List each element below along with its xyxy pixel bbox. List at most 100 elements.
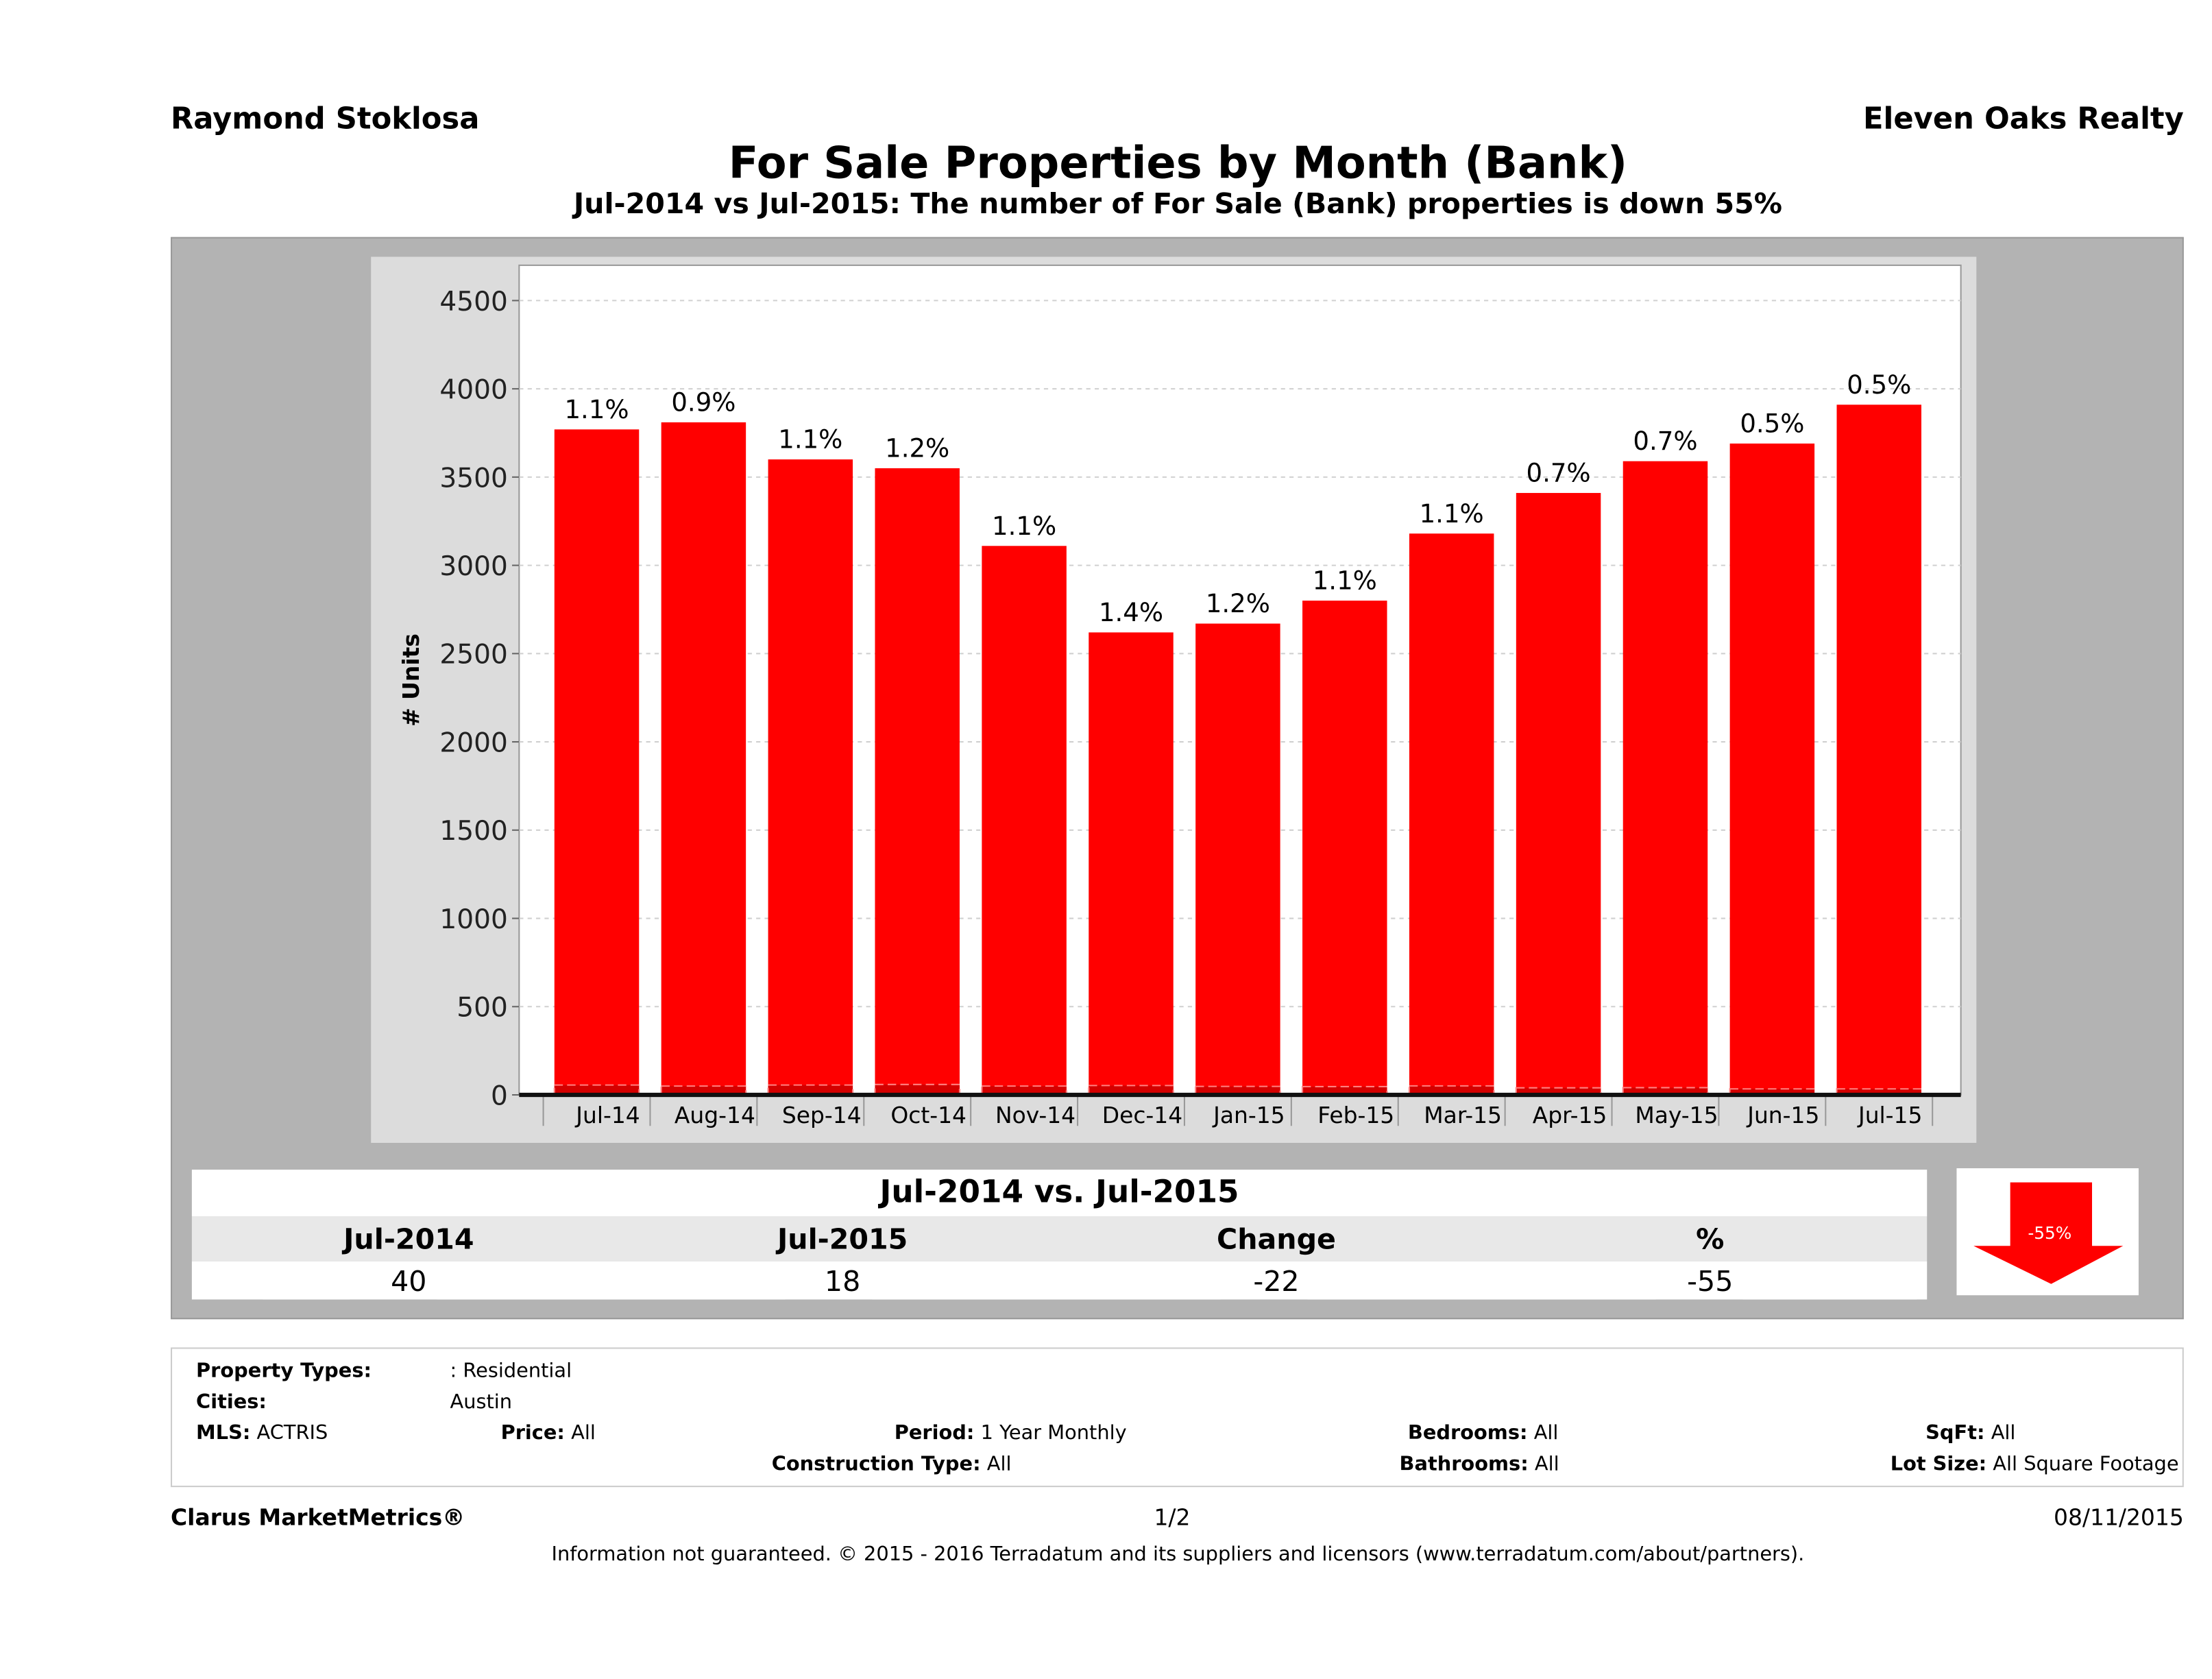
bar — [1729, 443, 1815, 1096]
data-label: 1.2% — [1206, 589, 1270, 618]
x-tick-label: Apr-15 — [1533, 1102, 1607, 1128]
bank-bar-segment — [874, 1083, 960, 1096]
construction-value: All — [986, 1453, 1012, 1476]
summary-header: Jul-2014 — [343, 1222, 474, 1256]
summary-header: Change — [1216, 1222, 1336, 1256]
bar — [1089, 632, 1174, 1096]
sqft-label: SqFt: — [1925, 1422, 1985, 1445]
bank-bar-segment — [660, 1085, 747, 1096]
y-tick-label: 4500 — [439, 287, 507, 317]
summary-header: Jul-2015 — [777, 1222, 908, 1256]
x-tick-label: Dec-14 — [1102, 1102, 1182, 1128]
data-label: 0.9% — [671, 388, 736, 418]
summary-title-text: Jul-2014 vs. Jul-2015 — [879, 1175, 1239, 1211]
y-tick-label: 500 — [457, 993, 508, 1024]
bar — [1195, 623, 1280, 1096]
cities-label: Cities: — [196, 1391, 267, 1414]
x-tick-label: May-15 — [1635, 1102, 1718, 1128]
y-tick-label: 4000 — [439, 375, 507, 406]
bedrooms-label: Bedrooms: — [1407, 1422, 1528, 1445]
price-label: Price: — [500, 1422, 565, 1445]
summary-value: -22 — [1253, 1263, 1300, 1298]
period-label: Period: — [894, 1422, 975, 1445]
bar — [982, 546, 1067, 1096]
cities-value: Austin — [450, 1391, 513, 1414]
bar — [1622, 461, 1708, 1096]
summary-values: 40 18 -22 -55 — [191, 1261, 1928, 1300]
period-value: 1 Year Monthly — [980, 1422, 1127, 1445]
bank-bar-segment — [1408, 1085, 1495, 1096]
bar — [875, 468, 960, 1096]
disclaimer: Information not guaranteed. © 2015 - 201… — [551, 1543, 1805, 1567]
y-tick-label: 1000 — [439, 904, 507, 935]
brand-footer: Clarus MarketMetrics® — [171, 1503, 465, 1531]
data-label: 1.1% — [1420, 499, 1484, 529]
x-tick-label: Jul-15 — [1857, 1102, 1922, 1128]
agent-name: Raymond Stoklosa — [171, 101, 480, 136]
bar — [1836, 404, 1921, 1096]
page-number: 1/2 — [1154, 1503, 1191, 1531]
lot-size-label: Lot Size: — [1890, 1453, 1987, 1476]
y-tick-label: 2500 — [439, 640, 507, 671]
sqft-value: All — [1991, 1422, 2016, 1445]
construction-label: Construction Type: — [771, 1453, 981, 1476]
data-label: 1.1% — [1313, 566, 1377, 596]
data-label: 1.2% — [885, 434, 949, 463]
data-label: 0.7% — [1633, 426, 1697, 456]
x-tick-label: Jan-15 — [1212, 1102, 1285, 1128]
summary-value: 40 — [391, 1263, 427, 1298]
x-tick-label: Jun-15 — [1746, 1102, 1819, 1128]
change-indicator: -55% — [1956, 1168, 2139, 1296]
data-label: 1.1% — [992, 511, 1056, 541]
y-tick-label: 3000 — [439, 551, 507, 582]
bar-chart: 0 500 1000 1500 2000 2500 3000 3500 4000 4500 # Un… — [398, 264, 1962, 1128]
summary-title: Jul-2014 vs. Jul-2015 — [191, 1170, 1928, 1216]
property-types-label: Property Types: — [196, 1360, 372, 1383]
report-date: 08/11/2015 — [2053, 1503, 2184, 1531]
y-axis-label: # Units — [398, 633, 424, 727]
arrow-label: -55% — [2028, 1223, 2071, 1243]
y-tick-label: 0 — [491, 1080, 508, 1111]
bar — [1516, 493, 1601, 1096]
summary-headers: Jul-2014 Jul-2015 Change % — [191, 1216, 1928, 1261]
x-tick-label: Sep-14 — [782, 1102, 862, 1128]
y-tick-label: 3500 — [439, 463, 507, 494]
bar — [661, 422, 746, 1096]
bar — [1409, 533, 1494, 1096]
bank-bar-segment — [1088, 1085, 1174, 1096]
lot-size-value: All Square Footage — [1993, 1453, 2179, 1476]
summary-value: -55 — [1687, 1263, 1734, 1298]
bank-bar-segment — [767, 1084, 854, 1096]
data-label: 0.7% — [1527, 459, 1591, 488]
down-arrow-icon: -55% — [1973, 1182, 2124, 1284]
mls-value: ACTRIS — [256, 1422, 328, 1445]
summary-value: 18 — [824, 1263, 861, 1298]
brokerage-name: Eleven Oaks Realty — [1863, 101, 2184, 136]
price-value: All — [571, 1422, 596, 1445]
property-types-value: : Residential — [450, 1360, 572, 1383]
data-label: 1.4% — [1099, 598, 1163, 627]
bathrooms-label: Bathrooms: — [1399, 1453, 1529, 1476]
data-label: 0.5% — [1740, 409, 1804, 438]
bank-bar-segment — [1195, 1085, 1281, 1096]
y-tick-label: 2000 — [439, 727, 507, 758]
x-tick-label: Feb-15 — [1317, 1102, 1394, 1128]
data-label: 1.1% — [564, 395, 629, 424]
y-tick-label: 1500 — [439, 816, 507, 847]
chart-subtitle: Jul-2014 vs Jul-2015: The number of For … — [573, 186, 1782, 221]
data-label: 0.5% — [1847, 370, 1911, 400]
mls-label: MLS: — [196, 1422, 251, 1445]
x-tick-label: Oct-14 — [890, 1102, 967, 1128]
bedrooms-value: All — [1533, 1422, 1559, 1445]
bar — [554, 429, 640, 1096]
summary-header: % — [1696, 1222, 1725, 1256]
x-tick-label: Mar-15 — [1424, 1102, 1502, 1128]
x-tick-label: Jul-14 — [574, 1102, 640, 1128]
bank-bar-segment — [981, 1085, 1067, 1096]
bar — [768, 459, 853, 1096]
data-label: 1.1% — [778, 425, 842, 455]
bar — [1302, 601, 1387, 1096]
filter-criteria: Property Types: : Residential Cities: Au… — [171, 1347, 2184, 1488]
x-tick-label: Aug-14 — [674, 1102, 755, 1128]
